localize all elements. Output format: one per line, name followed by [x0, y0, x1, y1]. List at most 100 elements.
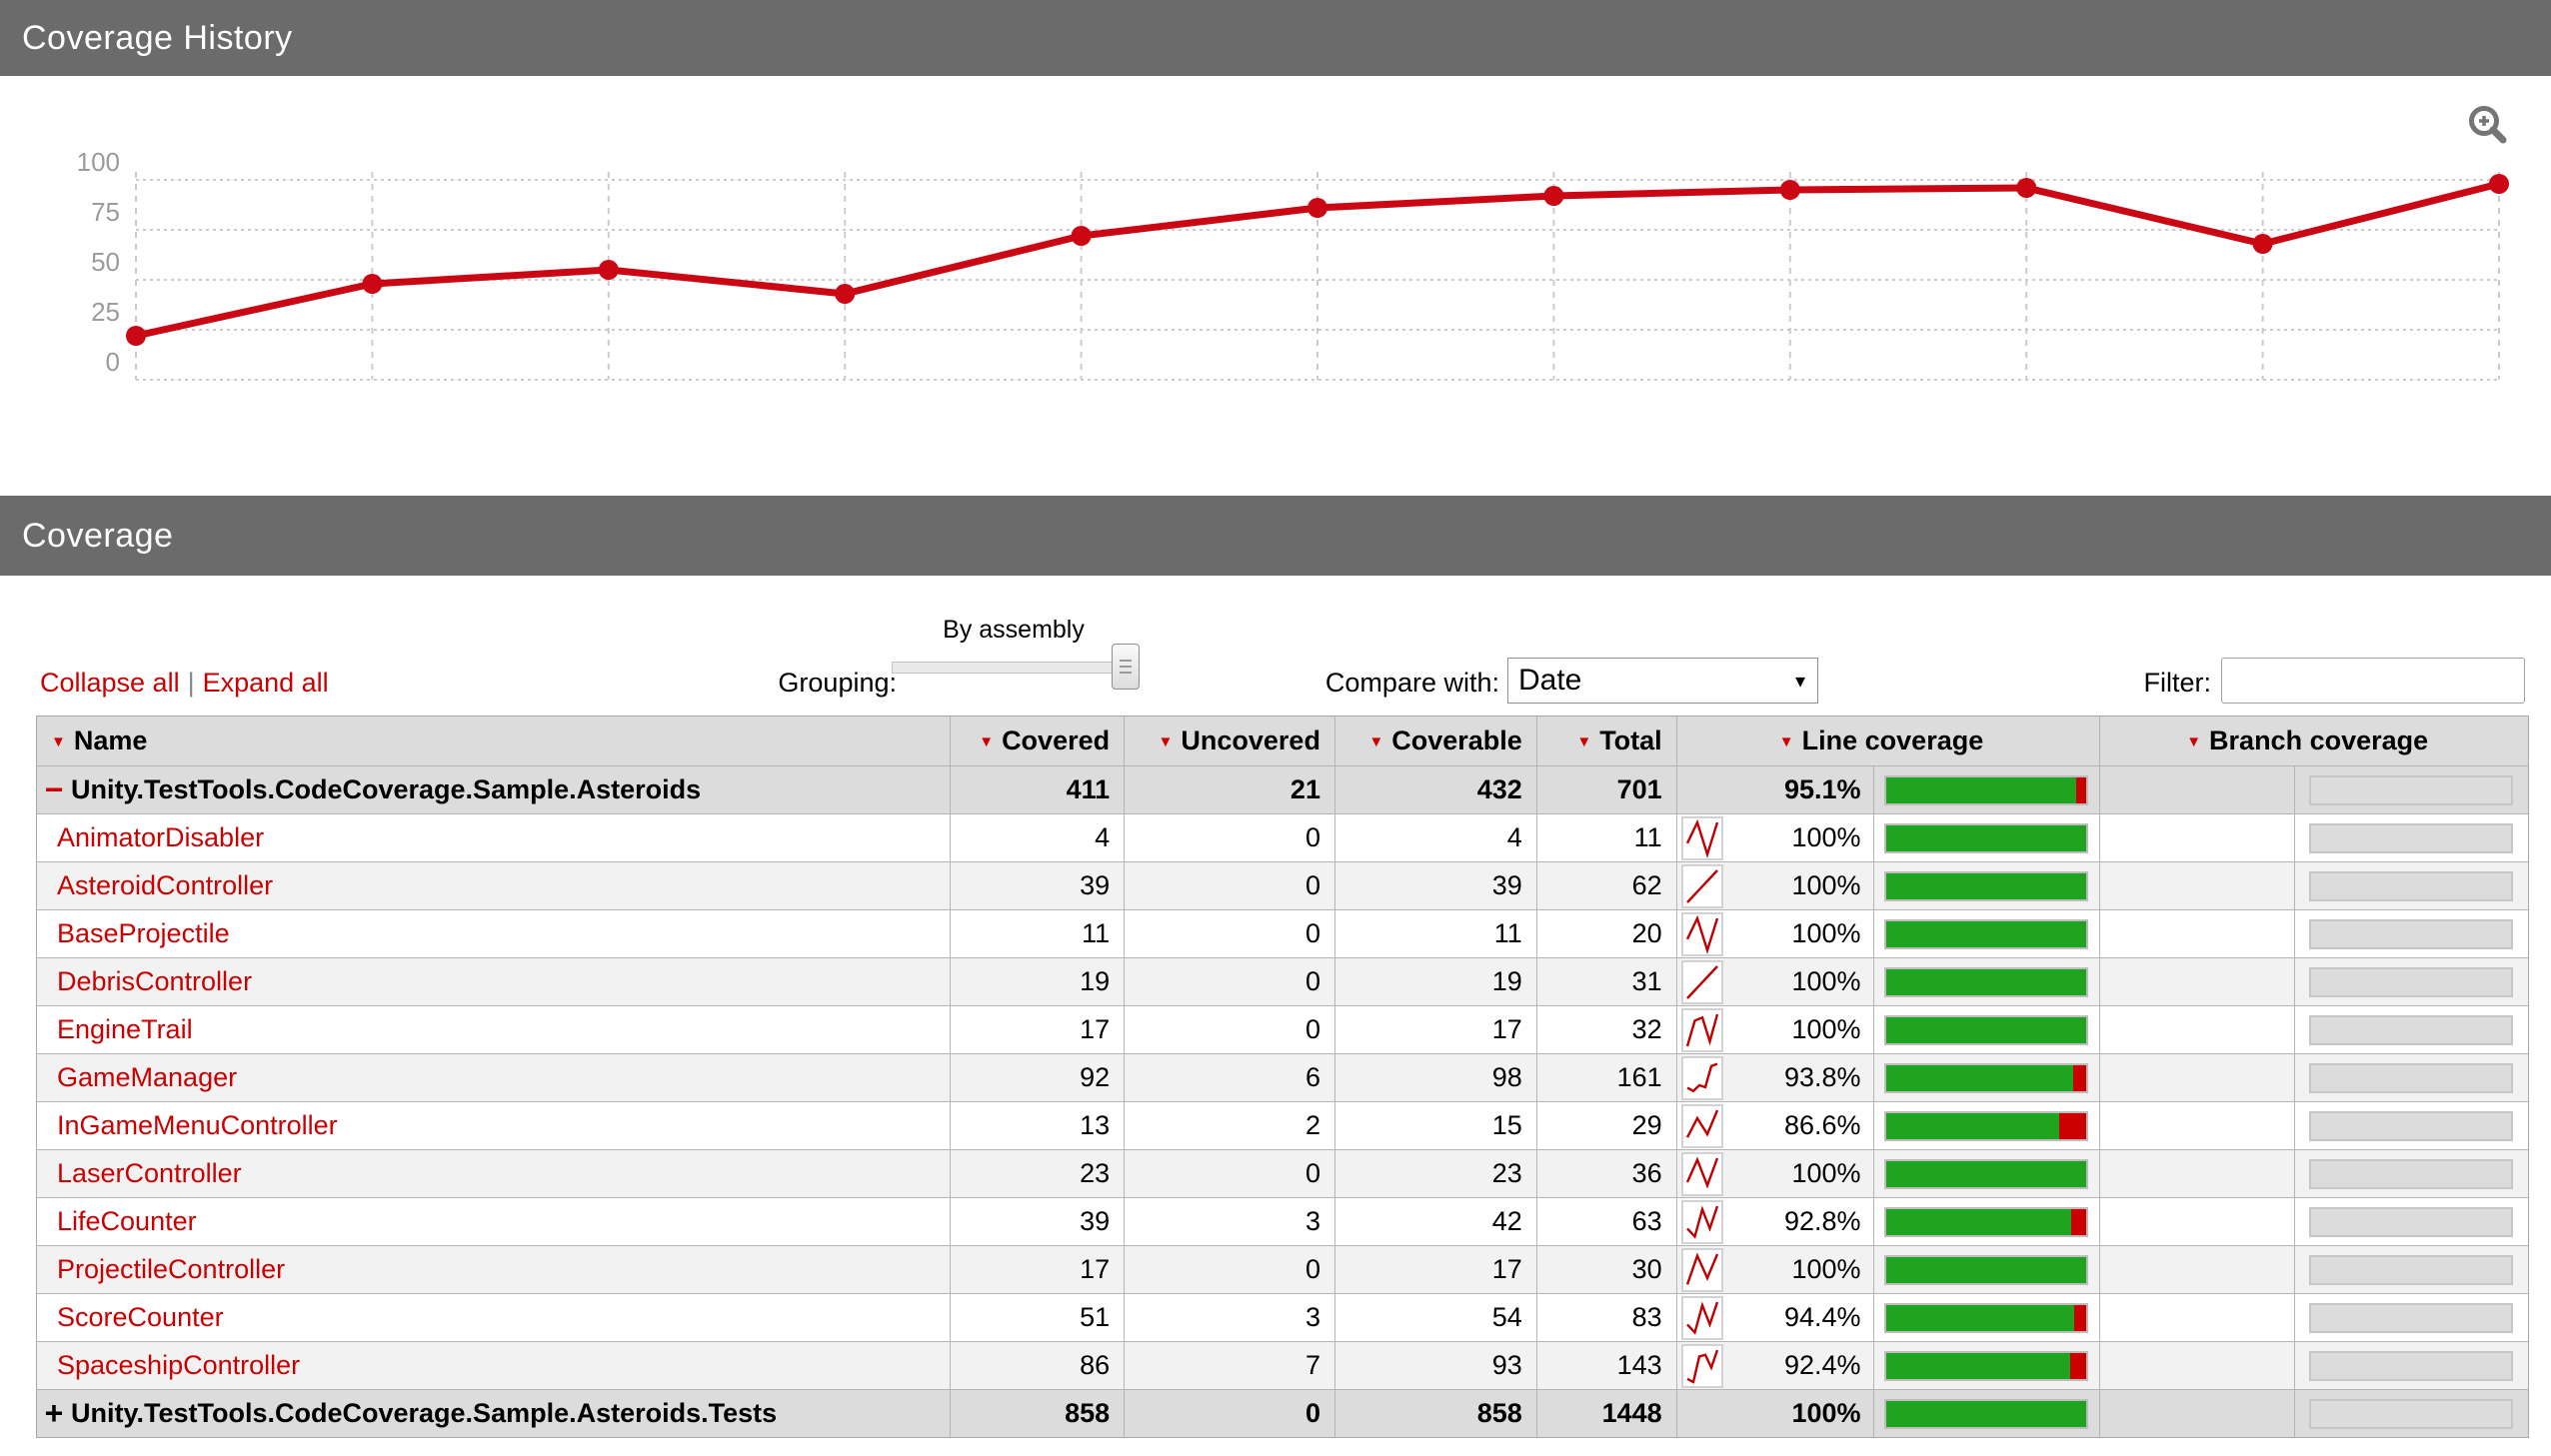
data-point[interactable] [126, 326, 146, 346]
line-coverage-percent: 100% [1791, 1398, 1861, 1428]
branch-coverage-bar-cell [2294, 1006, 2528, 1053]
line-coverage-percent-cell: 100% [1675, 1006, 1873, 1053]
sort-icon[interactable]: ▼ [1158, 733, 1174, 750]
line-coverage-bar-cell [1872, 1102, 2100, 1149]
class-row: BaseProjectile 11 0 11 20 100% [37, 909, 2528, 957]
line-coverage-bar-cell [1872, 1198, 2100, 1245]
data-point[interactable] [2252, 234, 2273, 254]
filter-input[interactable] [2221, 658, 2525, 704]
class-row: SpaceshipController 86 7 93 143 92.4% [37, 1341, 2528, 1389]
sort-icon[interactable]: ▼ [979, 733, 995, 750]
expand-all-link[interactable]: Expand all [202, 668, 329, 698]
branch-coverage-percent-cell [2099, 1246, 2294, 1293]
col-header-branch-coverage[interactable]: ▼ Branch coverage [2099, 717, 2528, 765]
name-cell: BaseProjectile [37, 910, 950, 957]
chart-zoom-icon[interactable] [2467, 104, 2511, 148]
data-point[interactable] [1779, 180, 1800, 200]
coverage-history-header: Coverage History [0, 0, 2551, 76]
grouping-value-label: By assembly [943, 616, 1085, 644]
total-cell: 30 [1535, 1246, 1676, 1293]
data-point[interactable] [1071, 226, 1092, 246]
line-coverage-percent-cell: 100% [1675, 1246, 1873, 1293]
history-sparkline-icon [1680, 1055, 1723, 1100]
line-coverage-percent-cell: 100% [1675, 958, 1873, 1005]
branch-coverage-bar [2309, 966, 2514, 997]
name-cell: LaserController [37, 1150, 950, 1197]
line-coverage-bar-fill [1885, 776, 2076, 803]
class-link[interactable]: LifeCounter [57, 1206, 197, 1236]
covered-cell: 23 [950, 1150, 1124, 1197]
data-point[interactable] [2489, 174, 2509, 194]
expand-assembly-icon[interactable]: + [44, 1395, 64, 1431]
uncovered-cell: 21 [1124, 766, 1334, 813]
class-link[interactable]: SpaceshipController [57, 1350, 301, 1380]
history-sparkline-icon [1680, 911, 1723, 956]
coverable-cell: 23 [1333, 1150, 1536, 1197]
name-cell: AnimatorDisabler [37, 814, 950, 861]
col-header-covered[interactable]: ▼ Covered [950, 717, 1124, 765]
data-point[interactable] [1543, 186, 1564, 206]
history-line-chart: 0 25 50 75 100 [77, 147, 2509, 381]
total-cell: 11 [1535, 814, 1676, 861]
col-header-total[interactable]: ▼ Total [1535, 717, 1676, 765]
data-point[interactable] [598, 260, 619, 280]
sort-icon[interactable]: ▼ [2186, 733, 2202, 750]
col-header-label: Coverable [1391, 726, 1522, 755]
branch-coverage-percent-cell [2099, 862, 2294, 909]
coverable-cell: 432 [1333, 766, 1536, 813]
y-tick-label: 100 [77, 147, 120, 177]
branch-coverage-bar [2309, 1350, 2514, 1381]
covered-cell: 92 [950, 1054, 1124, 1101]
col-header-name[interactable]: ▼ Name [37, 717, 950, 765]
class-link[interactable]: LaserController [57, 1158, 242, 1188]
class-link[interactable]: InGameMenuController [57, 1110, 338, 1140]
branch-coverage-bar-cell [2294, 1294, 2528, 1341]
coverable-cell: 98 [1333, 1054, 1536, 1101]
sort-icon[interactable]: ▼ [1576, 733, 1592, 750]
branch-coverage-bar-cell [2294, 1342, 2528, 1389]
data-point[interactable] [835, 284, 856, 304]
class-link[interactable]: ScoreCounter [57, 1302, 224, 1332]
data-point[interactable] [362, 274, 383, 294]
name-cell: LifeCounter [37, 1198, 950, 1245]
line-coverage-percent-cell: 100% [1675, 862, 1873, 909]
col-header-uncovered[interactable]: ▼ Uncovered [1124, 717, 1334, 765]
data-point[interactable] [2016, 178, 2037, 198]
class-link[interactable]: AsteroidController [57, 870, 274, 900]
col-header-coverable[interactable]: ▼ Coverable [1333, 717, 1536, 765]
class-link[interactable]: GameManager [57, 1062, 238, 1092]
class-link[interactable]: EngineTrail [57, 1014, 193, 1044]
sort-icon[interactable]: ▼ [1368, 733, 1384, 750]
grouping-slider-track[interactable] [892, 662, 1124, 674]
sort-icon[interactable]: ▼ [1778, 733, 1794, 750]
class-link[interactable]: ProjectileController [57, 1254, 286, 1284]
col-header-label: Covered [1002, 726, 1111, 755]
grouping-slider-thumb[interactable] [1112, 644, 1140, 690]
y-tick-label: 75 [91, 197, 120, 227]
compare-with-select[interactable]: Date ▾ [1507, 658, 1818, 704]
total-cell: 701 [1535, 766, 1676, 813]
class-link[interactable]: DebrisController [57, 966, 253, 996]
collapse-assembly-icon[interactable]: − [44, 771, 64, 807]
line-coverage-bar-cell [1872, 1390, 2100, 1437]
branch-coverage-percent-cell [2099, 1294, 2294, 1341]
col-header-line-coverage[interactable]: ▼ Line coverage [1675, 717, 2100, 765]
line-coverage-bar-fill [1885, 1064, 2074, 1091]
line-coverage-bar [1883, 1110, 2088, 1141]
line-coverage-bar [1883, 1014, 2088, 1045]
branch-coverage-percent-cell [2099, 1102, 2294, 1149]
class-link[interactable]: AnimatorDisabler [57, 822, 265, 852]
line-coverage-bar-fill [1885, 920, 2086, 947]
collapse-all-link[interactable]: Collapse all [40, 668, 180, 698]
line-coverage-percent-cell: 92.8% [1675, 1198, 1873, 1245]
total-cell: 62 [1535, 862, 1676, 909]
sort-icon[interactable]: ▼ [51, 733, 66, 750]
class-link[interactable]: BaseProjectile [57, 918, 230, 948]
line-coverage-bar-fill [1885, 1016, 2086, 1043]
class-row: ScoreCounter 51 3 54 83 94.4% [37, 1293, 2528, 1341]
data-point[interactable] [1307, 198, 1327, 218]
assembly-name: Unity.TestTools.CodeCoverage.Sample.Aste… [71, 774, 702, 804]
total-cell: 143 [1535, 1342, 1676, 1389]
assembly-name: Unity.TestTools.CodeCoverage.Sample.Aste… [71, 1398, 778, 1428]
line-coverage-bar-cell [1872, 1246, 2100, 1293]
